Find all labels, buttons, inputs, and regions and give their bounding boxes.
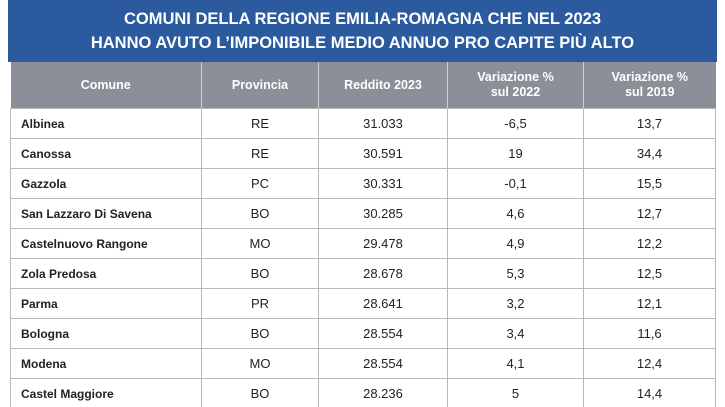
table-cell: 28.236 bbox=[318, 378, 448, 407]
table-cell: 5 bbox=[447, 378, 584, 407]
table-cell: 30.591 bbox=[318, 138, 448, 169]
table-cell: 28.678 bbox=[318, 258, 448, 289]
table-row: Canossa RE 30.591 19 34,4 bbox=[10, 138, 716, 169]
header-row: Comune Provincia Reddito 2023 Variazione % s… bbox=[10, 62, 716, 109]
table-cell: Bologna bbox=[10, 318, 202, 349]
column-header: Comune bbox=[10, 62, 202, 109]
table-row: Gazzola PC 30.331 -0,1 15,5 bbox=[10, 168, 716, 199]
table-cell: 29.478 bbox=[318, 228, 448, 259]
table-cell: 5,3 bbox=[447, 258, 584, 289]
header-text: Variazione % bbox=[611, 70, 688, 84]
table-cell: -6,5 bbox=[447, 108, 584, 139]
table-cell: PR bbox=[201, 288, 319, 319]
table-cell: 3,4 bbox=[447, 318, 584, 349]
header-text: Provincia bbox=[231, 77, 289, 92]
table-cell: 4,1 bbox=[447, 348, 584, 379]
table-cell: 13,7 bbox=[583, 108, 716, 139]
table-cell: BO bbox=[201, 318, 319, 349]
table-cell: PC bbox=[201, 168, 319, 199]
column-header: Provincia bbox=[201, 62, 319, 109]
table-row: Albinea RE 31.033 -6,5 13,7 bbox=[10, 108, 716, 139]
table-cell: 12,4 bbox=[583, 348, 716, 379]
table-cell: 4,6 bbox=[447, 198, 584, 229]
table-row: Modena MO 28.554 4,1 12,4 bbox=[10, 348, 716, 379]
header-text: sul 2019 bbox=[625, 85, 675, 99]
header-text: sul 2022 bbox=[490, 85, 541, 99]
table-row: Parma PR 28.641 3,2 12,1 bbox=[10, 288, 716, 319]
table-cell: BO bbox=[201, 198, 319, 229]
table-cell: Castelnuovo Rangone bbox=[10, 228, 202, 259]
table: Comune Provincia Reddito 2023 Variazione % s… bbox=[10, 62, 716, 407]
table-cell: Castel Maggiore bbox=[10, 378, 202, 407]
table-cell: 28.641 bbox=[318, 288, 448, 319]
table-cell: RE bbox=[201, 138, 319, 169]
table-body: Albinea RE 31.033 -6,5 13,7 Canossa RE 30.591 19… bbox=[10, 108, 716, 407]
table-cell: 19 bbox=[447, 138, 584, 169]
table-cell: 12,5 bbox=[583, 258, 716, 289]
header-text: Reddito 2023 bbox=[344, 77, 422, 92]
header-text: Comune bbox=[80, 77, 131, 92]
column-header: Variazione % sul 2022 bbox=[447, 62, 584, 109]
table-cell: Parma bbox=[10, 288, 202, 319]
table-cell: Canossa bbox=[10, 138, 202, 169]
table-cell: 3,2 bbox=[447, 288, 584, 319]
table-cell: 4,9 bbox=[447, 228, 584, 259]
table-cell: 28.554 bbox=[318, 318, 448, 349]
table-cell: RE bbox=[201, 108, 319, 139]
table-row: Castel Maggiore BO 28.236 5 14,4 bbox=[10, 378, 716, 407]
table-row: Zola Predosa BO 28.678 5,3 12,5 bbox=[10, 258, 716, 289]
table-cell: San Lazzaro Di Savena bbox=[10, 198, 202, 229]
column-header: Reddito 2023 bbox=[318, 62, 448, 109]
table-cell: 30.331 bbox=[318, 168, 448, 199]
table-cell: 14,4 bbox=[583, 378, 716, 407]
table-row: San Lazzaro Di Savena BO 30.285 4,6 12,7 bbox=[10, 198, 716, 229]
table-cell: 12,1 bbox=[583, 288, 716, 319]
table-cell: 12,2 bbox=[583, 228, 716, 259]
table-row: Bologna BO 28.554 3,4 11,6 bbox=[10, 318, 716, 349]
title-line: HANNO AVUTO L’IMPONIBILE MEDIO ANNUO PRO… bbox=[90, 34, 635, 52]
table-cell: Albinea bbox=[10, 108, 202, 139]
table-cell: 28.554 bbox=[318, 348, 448, 379]
column-header: Variazione % sul 2019 bbox=[583, 62, 716, 109]
table-cell: 31.033 bbox=[318, 108, 448, 139]
table-cell: 12,7 bbox=[583, 198, 716, 229]
table-cell: 30.285 bbox=[318, 198, 448, 229]
table-cell: MO bbox=[201, 228, 319, 259]
table-cell: 11,6 bbox=[583, 318, 716, 349]
title-line: COMUNI DELLA REGIONE EMILIA-ROMAGNA CHE … bbox=[123, 10, 601, 28]
table-cell: BO bbox=[201, 258, 319, 289]
table-cell: -0,1 bbox=[447, 168, 584, 199]
table-cell: BO bbox=[201, 378, 319, 407]
title-banner: COMUNI DELLA REGIONE EMILIA-ROMAGNA CHE … bbox=[8, 0, 717, 62]
table-cell: Gazzola bbox=[10, 168, 202, 199]
table-row: Castelnuovo Rangone MO 29.478 4,9 12,2 bbox=[10, 228, 716, 259]
table-cell: Modena bbox=[10, 348, 202, 379]
table-cell: 15,5 bbox=[583, 168, 716, 199]
table-cell: Zola Predosa bbox=[10, 258, 202, 289]
header-text: Variazione % bbox=[477, 70, 554, 84]
table-cell: 34,4 bbox=[583, 138, 716, 169]
table-cell: MO bbox=[201, 348, 319, 379]
